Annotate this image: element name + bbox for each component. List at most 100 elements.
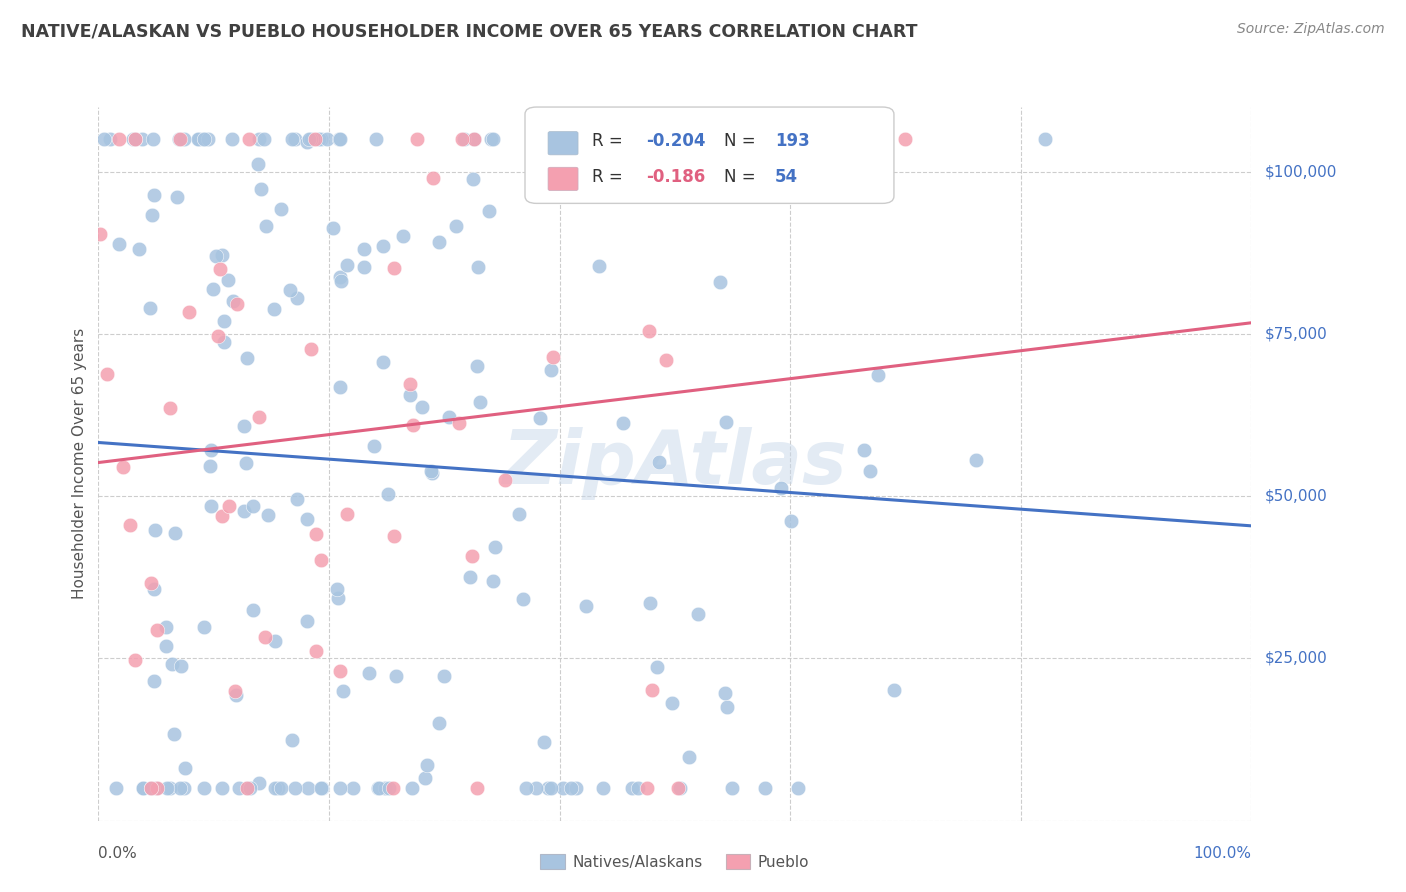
Point (257, 508, 280, 523)
Point (138, 301, 160, 315)
Point (449, 416, 471, 430)
Point (326, 591, 349, 605)
Point (524, 781, 547, 796)
Point (270, 202, 292, 216)
Point (422, 171, 444, 186)
Point (377, 486, 399, 500)
Point (540, 363, 562, 377)
Point (640, 682, 662, 697)
Point (589, 132, 612, 146)
Text: N =: N = (724, 132, 761, 150)
Point (439, 409, 461, 424)
Point (329, 132, 352, 146)
Point (141, 575, 163, 590)
Point (482, 574, 505, 588)
Point (170, 659, 193, 673)
Text: Source: ZipAtlas.com: Source: ZipAtlas.com (1237, 22, 1385, 37)
Point (246, 156, 269, 170)
Point (413, 771, 436, 785)
Point (247, 409, 270, 424)
Point (236, 781, 259, 796)
Point (315, 132, 337, 146)
Point (221, 132, 243, 146)
Text: 0.0%: 0.0% (98, 846, 138, 861)
Point (463, 132, 485, 146)
Point (253, 132, 276, 146)
Point (167, 132, 190, 146)
Point (169, 781, 191, 796)
Point (461, 549, 484, 563)
Point (211, 248, 233, 262)
Text: R =: R = (592, 168, 628, 186)
Point (467, 260, 489, 274)
Text: 193: 193 (775, 132, 810, 150)
Point (828, 132, 851, 146)
Point (669, 781, 692, 796)
Point (330, 275, 353, 289)
Point (177, 305, 200, 319)
Point (422, 466, 444, 480)
Point (588, 259, 610, 273)
Point (329, 781, 352, 796)
Point (308, 132, 330, 146)
Point (529, 410, 551, 425)
Point (212, 335, 235, 350)
Point (716, 415, 738, 429)
Point (494, 473, 516, 487)
Point (238, 132, 260, 146)
Point (278, 283, 301, 297)
Point (427, 716, 450, 731)
Point (208, 261, 231, 276)
Point (401, 781, 423, 796)
Point (298, 132, 321, 146)
Point (852, 443, 875, 458)
Point (325, 582, 347, 597)
Point (295, 511, 318, 525)
Point (367, 781, 389, 796)
Point (479, 132, 502, 146)
Point (536, 781, 558, 796)
Point (419, 464, 441, 478)
Point (281, 733, 304, 747)
Point (484, 540, 506, 554)
Point (284, 781, 307, 796)
Point (621, 781, 644, 796)
Point (131, 132, 153, 146)
FancyBboxPatch shape (524, 107, 894, 203)
Point (163, 727, 186, 741)
Point (193, 619, 215, 633)
Text: R =: R = (592, 132, 628, 150)
Point (311, 781, 333, 796)
Point (470, 394, 492, 409)
Point (174, 761, 197, 775)
Point (239, 781, 262, 796)
Point (411, 400, 433, 414)
Point (284, 132, 307, 146)
Point (236, 781, 259, 796)
Point (786, 781, 808, 796)
Point (416, 758, 439, 772)
Point (304, 132, 326, 146)
Point (124, 132, 146, 146)
Point (661, 696, 683, 710)
Point (336, 508, 359, 522)
Point (233, 504, 256, 518)
Point (560, 781, 582, 796)
Point (558, 132, 581, 146)
Point (226, 297, 249, 311)
Point (145, 623, 167, 637)
Point (120, 518, 142, 533)
Point (353, 243, 375, 257)
Point (107, 236, 129, 251)
Text: N =: N = (724, 168, 761, 186)
Point (242, 499, 264, 513)
Point (627, 781, 650, 796)
Point (155, 639, 177, 653)
Point (304, 644, 326, 658)
Point (187, 132, 209, 146)
Point (242, 603, 264, 617)
Text: -0.204: -0.204 (647, 132, 706, 150)
Point (718, 132, 741, 146)
Point (128, 242, 150, 256)
Point (200, 500, 222, 514)
